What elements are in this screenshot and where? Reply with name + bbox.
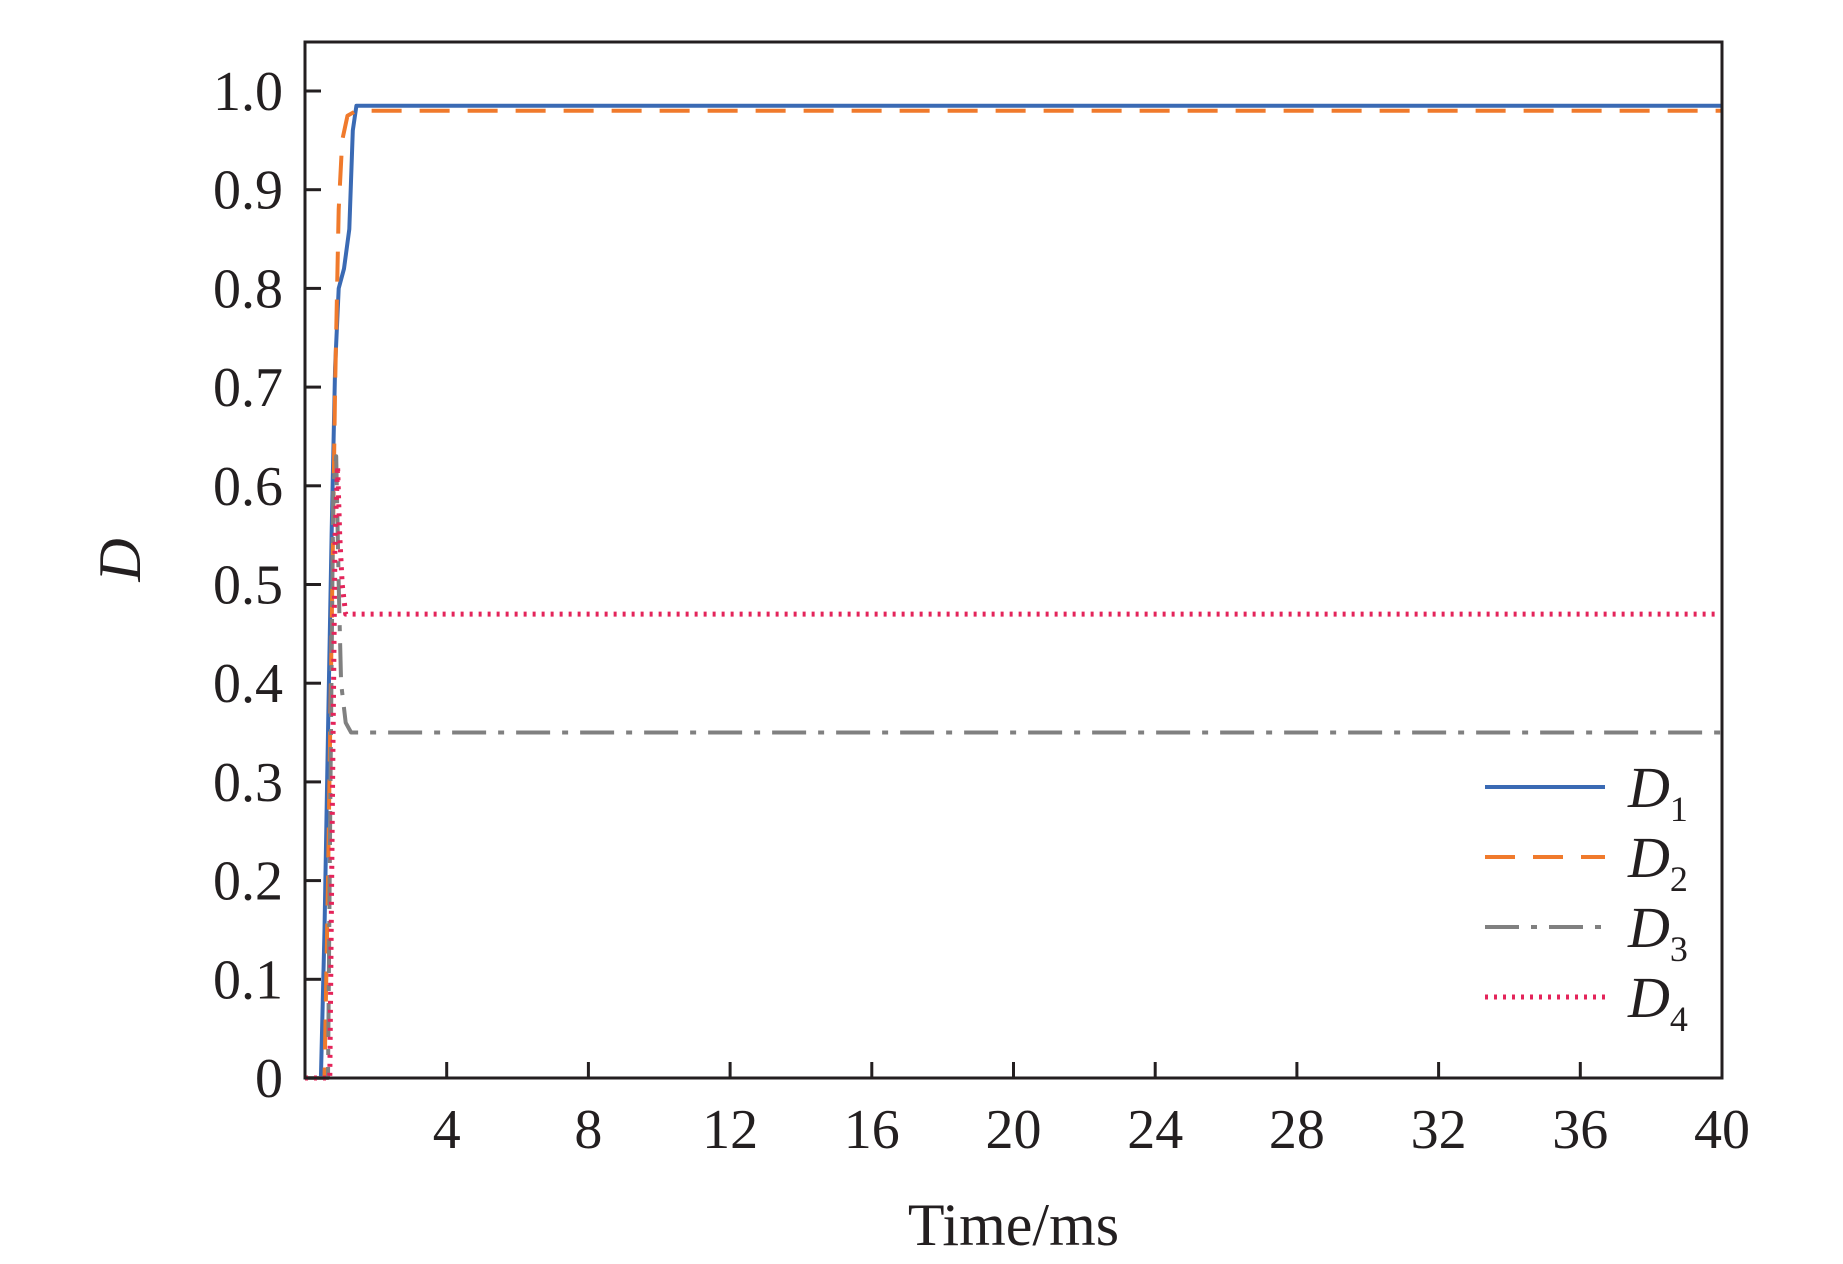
legend-label-3: D3 xyxy=(1627,895,1688,969)
y-tick-label: 0 xyxy=(255,1048,283,1110)
x-tick-label: 36 xyxy=(1552,1099,1608,1161)
x-tick-label: 24 xyxy=(1127,1099,1183,1161)
axis-ticks: 4 8 12 16 20 24 28 32 36 4000.10.20.30.40.50.60.7… xyxy=(213,61,1750,1161)
x-tick-label: 12 xyxy=(702,1099,758,1161)
legend-label-4: D4 xyxy=(1627,965,1688,1039)
y-tick-label: 0.5 xyxy=(213,555,283,617)
legend-label-subscript: 1 xyxy=(1670,789,1688,829)
legend-label-2: D2 xyxy=(1627,825,1688,899)
y-axis-label: D xyxy=(87,538,153,582)
x-tick-label: 16 xyxy=(844,1099,900,1161)
y-tick-label: 1.0 xyxy=(213,61,283,123)
series-line-2 xyxy=(305,108,1722,1080)
legend-label-1: D1 xyxy=(1627,755,1688,829)
legend-label-main: D xyxy=(1627,825,1670,890)
legend-label-main: D xyxy=(1627,895,1670,960)
legend-label-subscript: 2 xyxy=(1670,859,1688,899)
x-tick-label: 40 xyxy=(1694,1099,1750,1161)
x-tick-label: 4 xyxy=(433,1099,461,1161)
y-tick-label: 0.9 xyxy=(213,160,283,222)
y-tick-label: 0.3 xyxy=(213,752,283,814)
legend-label-main: D xyxy=(1627,755,1670,820)
x-axis-label: Time/ms xyxy=(908,1192,1119,1258)
series-line-4 xyxy=(305,463,1722,1081)
x-tick-label: 8 xyxy=(574,1099,602,1161)
plot-frame xyxy=(303,40,1724,1080)
y-tick-label: 0.1 xyxy=(213,949,283,1011)
y-tick-label: 0.2 xyxy=(213,851,283,913)
x-tick-label: 28 xyxy=(1269,1099,1325,1161)
y-tick-label: 0.7 xyxy=(213,357,283,419)
legend-label-subscript: 4 xyxy=(1670,999,1688,1039)
y-tick-label: 0.4 xyxy=(213,653,283,715)
plot-lines xyxy=(305,103,1722,1081)
y-tick-label: 0.6 xyxy=(213,456,283,518)
x-tick-label: 32 xyxy=(1411,1099,1467,1161)
series-line-3 xyxy=(305,454,1722,1080)
y-tick-label: 0.8 xyxy=(213,258,283,320)
legend-label-subscript: 3 xyxy=(1670,929,1688,969)
x-tick-label: 20 xyxy=(986,1099,1042,1161)
series-line-1 xyxy=(305,103,1722,1080)
legend-label-main: D xyxy=(1627,965,1670,1030)
